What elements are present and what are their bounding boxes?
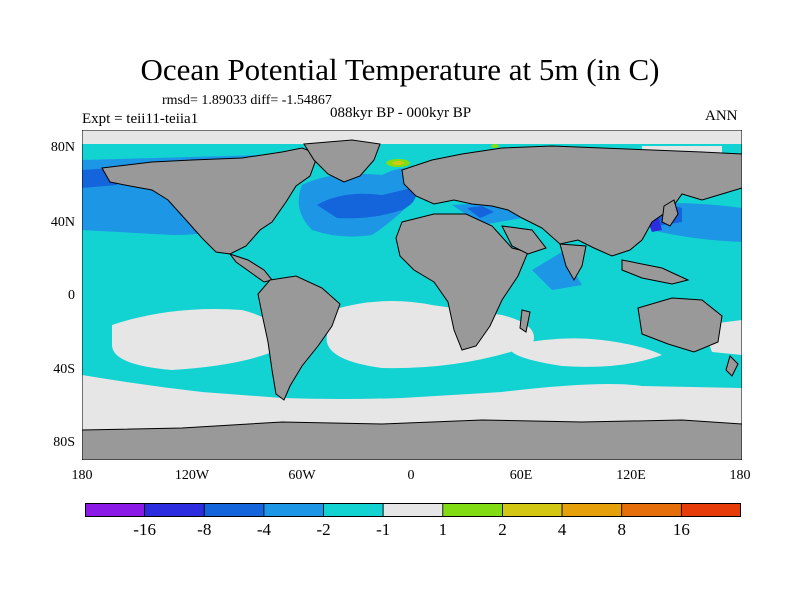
colorbar-label: 2 (498, 520, 507, 539)
lon-tick-120e: 120E (616, 468, 646, 483)
period-label: 088kyr BP - 000kyr BP (330, 105, 472, 121)
land-antarctica (82, 419, 742, 460)
land-india (559, 243, 587, 282)
lon-tick-180w: 180 (71, 468, 93, 483)
land-madagascar (519, 309, 531, 333)
lon-tick-60e: 60E (509, 468, 533, 483)
lat-tick-40n: 40N (50, 215, 75, 230)
ocean-blue-gulf-stream (317, 188, 416, 219)
land-se-asia (621, 259, 690, 285)
land-new-zealand (725, 355, 739, 377)
colorbar-label: 1 (438, 520, 448, 539)
land-africa (395, 213, 529, 351)
lon-tick-120w: 120W (174, 468, 210, 483)
colorbar-label: -1 (376, 520, 391, 539)
colorbar-label: -2 (316, 520, 331, 539)
colorbar-cell (442, 503, 503, 517)
lat-tick-equator: 0 (68, 288, 75, 303)
colorbar-cell (323, 503, 384, 517)
ocean-light-blue-indian (532, 252, 582, 290)
colorbar-label: 4 (557, 520, 567, 539)
ocean-neutral-south-pacific (112, 309, 287, 370)
lat-tick-80s: 80S (53, 435, 75, 450)
season-label: ANN (705, 108, 738, 124)
lat-tick-80n: 80N (50, 140, 75, 155)
ocean-yellow-barents (392, 161, 404, 165)
lon-tick-0: 0 (407, 468, 415, 483)
colorbar-cell (561, 503, 623, 517)
ocean-neutral-south-indian (512, 338, 662, 367)
ocean-blue-mediterranean (467, 206, 494, 218)
colorbar-label: 8 (617, 520, 626, 539)
lon-tick-60w: 60W (288, 468, 316, 483)
colorbar-cell (263, 503, 324, 517)
colorbar-cell (502, 503, 563, 517)
colorbar-cell (85, 503, 146, 517)
land-japan (661, 199, 679, 227)
colorbar-label: 16 (672, 520, 690, 539)
colorbar-cell (680, 503, 741, 517)
experiment-label: Expt = teii11-teiia1 (82, 111, 199, 127)
colorbar-cell (203, 503, 265, 517)
land-arabia (501, 225, 547, 255)
land-north-america (101, 147, 319, 255)
colorbar-cell (621, 503, 682, 517)
colorbar-label: -8 (197, 520, 212, 539)
lat-tick-40s: 40S (53, 362, 75, 377)
land-eurasia (401, 145, 742, 257)
land-greenland (303, 139, 381, 183)
land-australia (637, 297, 723, 353)
ocean-green-kara (491, 144, 499, 148)
colorbar (85, 503, 741, 517)
ocean-neutral-arctic (82, 130, 742, 144)
land-central-america (228, 253, 273, 283)
colorbar-cell (382, 503, 444, 517)
colorbar-label: -4 (256, 520, 271, 539)
temperature-difference-map (82, 130, 742, 460)
land-south-america (257, 275, 341, 401)
figure-title: Ocean Potential Temperature at 5m (in C) (140, 52, 660, 87)
colorbar-cell (144, 503, 205, 517)
rmsd-diff-stats: rmsd= 1.89033 diff= -1.54867 (162, 93, 332, 108)
land-masses (82, 139, 742, 460)
lon-tick-180e: 180 (729, 468, 751, 483)
colorbar-label: -16 (133, 520, 156, 539)
